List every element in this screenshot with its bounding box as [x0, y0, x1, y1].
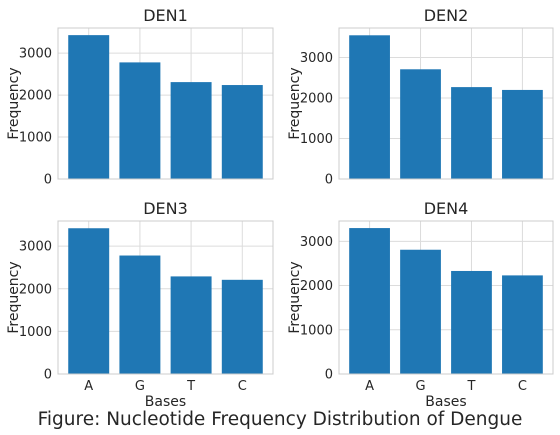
plot-frame — [338, 27, 554, 180]
x-tick-label: G — [415, 379, 425, 394]
bar-A — [349, 35, 390, 179]
plot-frame — [338, 220, 554, 375]
y-tick-label: 1000 — [300, 132, 333, 147]
x-axis-label: Bases — [425, 394, 466, 410]
chart-title: DEN1 — [143, 6, 188, 25]
bar-A — [68, 228, 110, 374]
bar-A — [349, 228, 390, 374]
y-axis-label: Frequency — [287, 261, 303, 333]
chart-title: DEN3 — [143, 199, 188, 218]
x-axis-label: Bases — [145, 394, 186, 410]
bar-C — [221, 85, 263, 179]
y-tick-label: 3000 — [19, 240, 52, 255]
y-axis-label: Frequency — [6, 67, 22, 139]
y-tick-label: 2000 — [300, 279, 333, 294]
y-tick-label: 1000 — [19, 325, 52, 340]
bar-T — [451, 270, 492, 374]
figure-title: Figure: Nucleotide Frequency Distributio… — [38, 409, 523, 430]
x-tick-label: C — [518, 379, 527, 394]
x-tick-label: T — [186, 379, 195, 394]
y-tick-label: 0 — [44, 368, 52, 383]
chart-panel-1: 0 1000 2000 3000 DEN1 Frequency — [6, 6, 274, 188]
bar-G — [119, 255, 161, 374]
y-tick-label: 2000 — [19, 282, 52, 297]
bar-C — [502, 89, 543, 179]
chart-panel-2: 0 1000 2000 3000 DEN2 Frequency — [287, 6, 554, 188]
y-axis-label: Frequency — [6, 261, 22, 333]
bar-G — [400, 249, 441, 374]
bar-G — [119, 62, 161, 180]
x-tick-label: T — [466, 379, 475, 394]
y-tick-label: 2000 — [19, 89, 52, 104]
y-tick-label: 2000 — [300, 92, 333, 107]
x-tick-label: C — [238, 379, 247, 394]
y-tick-label: 3000 — [19, 47, 52, 62]
y-tick-label: 0 — [325, 368, 333, 383]
y-tick-label: 3000 — [300, 51, 333, 66]
bar-T — [451, 87, 492, 179]
y-tick-label: 1000 — [300, 323, 333, 338]
bar-A — [68, 35, 110, 179]
bar-G — [400, 69, 441, 179]
chart-title: DEN2 — [424, 6, 469, 25]
bar-C — [221, 279, 263, 374]
y-tick-label: 0 — [44, 173, 52, 188]
bar-T — [170, 82, 212, 179]
y-tick-label: 3000 — [300, 235, 333, 250]
chart-panel-4: 0 1000 2000 3000 A G T C DEN4 Frequency Bases — [287, 199, 554, 410]
y-axis-label: Frequency — [287, 67, 303, 139]
bar-C — [502, 275, 543, 374]
plot-frame — [57, 27, 274, 180]
x-tick-label: A — [365, 379, 374, 394]
plot-frame — [57, 220, 274, 375]
x-tick-label: A — [84, 379, 93, 394]
x-tick-label: G — [135, 379, 145, 394]
bar-T — [170, 276, 212, 374]
y-tick-label: 1000 — [19, 131, 52, 146]
y-tick-label: 0 — [325, 173, 333, 188]
chart-panel-3: 0 1000 2000 3000 A G T C DEN3 Frequency Bases — [6, 199, 274, 410]
chart-title: DEN4 — [424, 199, 469, 218]
